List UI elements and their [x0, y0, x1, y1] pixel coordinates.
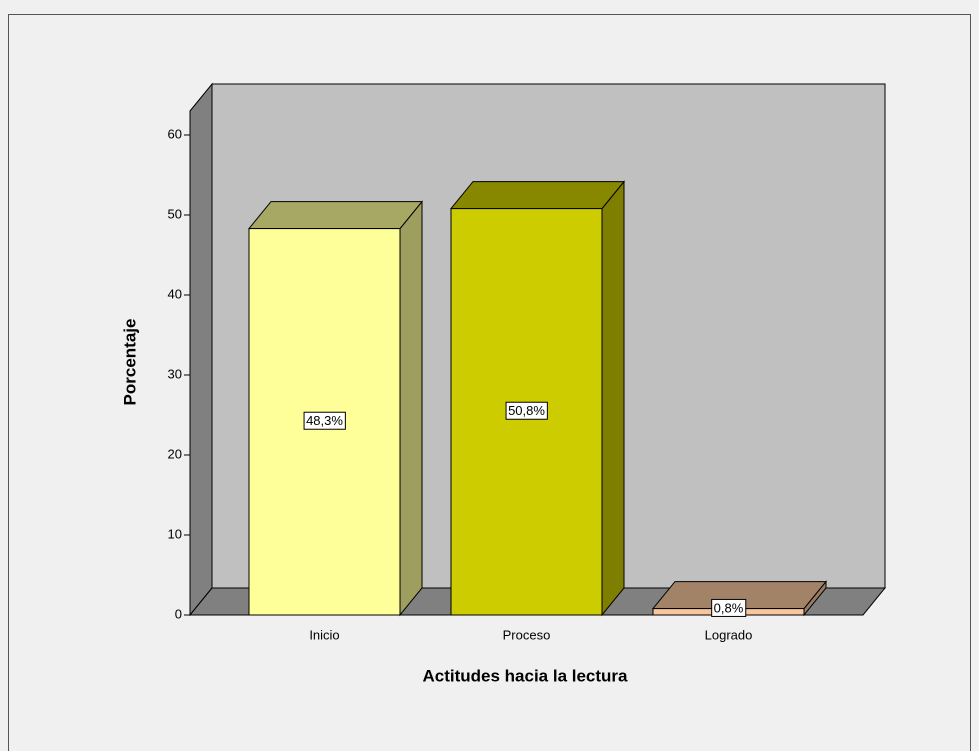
bar-side — [601, 180, 625, 617]
y-tick-label: 20 — [168, 446, 182, 461]
value-label-box — [303, 411, 346, 430]
value-label: 0,8% — [714, 600, 744, 615]
x-tick-label: Logrado — [705, 627, 753, 642]
x-tick-label: Inicio — [309, 627, 339, 642]
y-axis-title: Porcentaje — [120, 319, 139, 406]
value-label-box — [505, 401, 548, 420]
y-tick-label: 30 — [168, 366, 182, 381]
y-tick-label: 60 — [168, 126, 182, 141]
y-tick-label: 10 — [168, 526, 182, 541]
x-axis-title: Actitudes hacia la lectura — [422, 666, 628, 685]
x-tick-label: Proceso — [503, 627, 551, 642]
value-label-box — [711, 598, 747, 617]
bar-top — [449, 181, 626, 210]
y-tick-label: 40 — [168, 286, 182, 301]
bar-top — [247, 201, 424, 230]
value-label: 50,8% — [508, 403, 545, 418]
y-tick-label: 0 — [175, 606, 182, 621]
bar-side — [399, 200, 423, 617]
value-label: 48,3% — [306, 413, 343, 428]
left-wall — [189, 82, 213, 617]
y-tick-label: 50 — [168, 206, 182, 221]
